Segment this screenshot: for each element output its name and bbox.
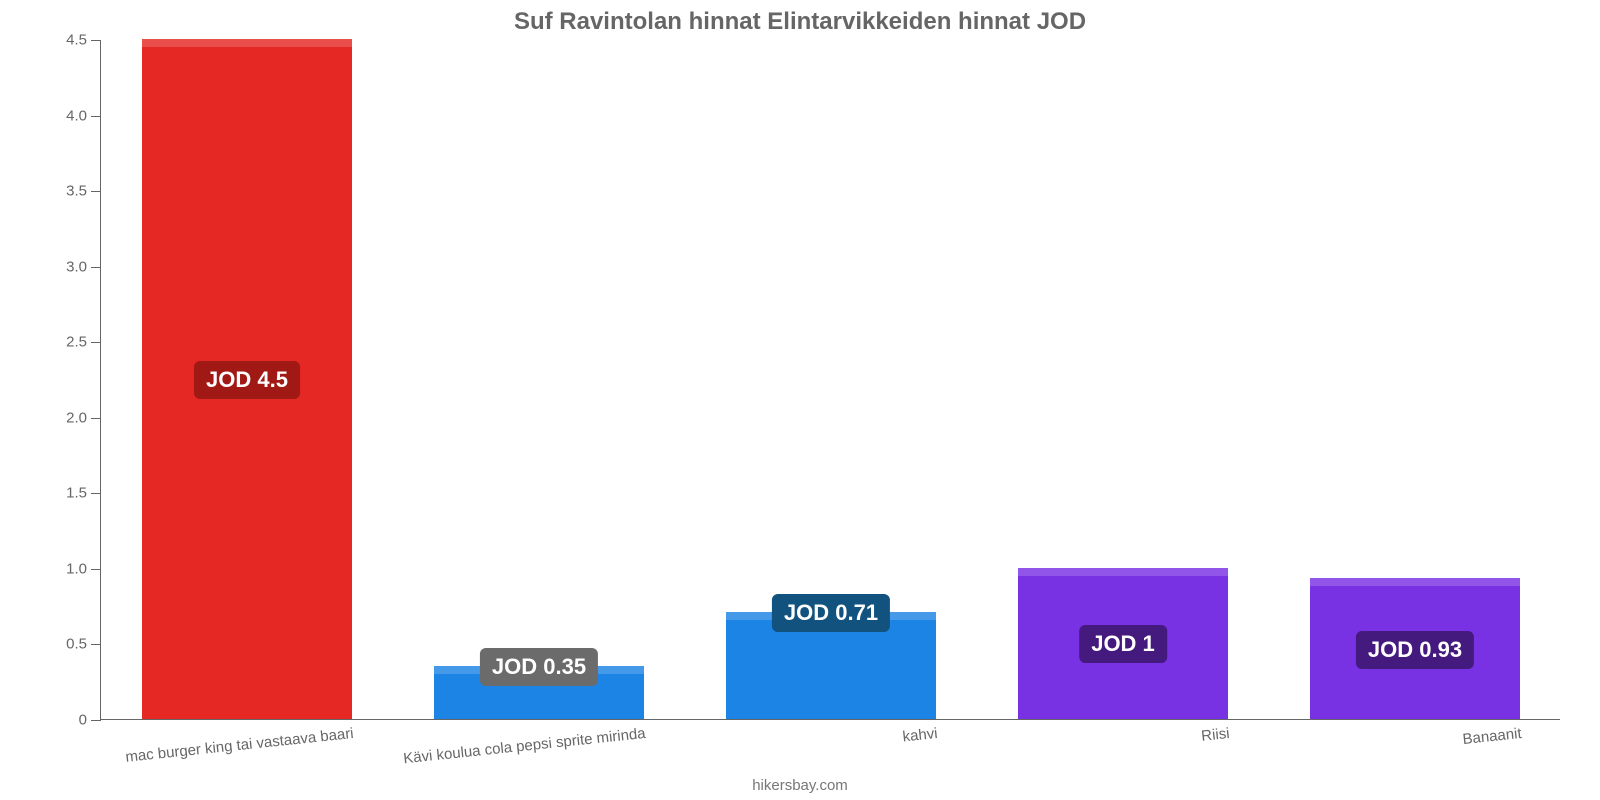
chart-title: Suf Ravintolan hinnat Elintarvikkeiden h… (0, 8, 1600, 36)
y-tick-label: 4.5 (66, 32, 101, 49)
x-axis-label: Banaanit (1222, 725, 1522, 773)
y-tick-label: 3.5 (66, 183, 101, 200)
y-tick-label: 2.0 (66, 409, 101, 426)
y-tick-label: 4.0 (66, 107, 101, 124)
x-axis-label: kahvi (638, 725, 938, 773)
chart-attribution: hikersbay.com (0, 777, 1600, 794)
x-axis-label: mac burger king tai vastaava baari (54, 725, 354, 773)
y-tick-label: 1.0 (66, 560, 101, 577)
y-tick-label: 1.5 (66, 485, 101, 502)
y-tick-label: 0 (79, 712, 101, 729)
bar-highlight (1018, 568, 1228, 576)
x-axis-label: Kävi koulua cola pepsi sprite mirinda (346, 725, 646, 773)
plot-area: 00.51.01.52.02.53.03.54.04.5JOD 4.5mac b… (100, 40, 1560, 720)
bar-value-badge: JOD 0.35 (480, 648, 598, 686)
price-bar-chart: Suf Ravintolan hinnat Elintarvikkeiden h… (0, 0, 1600, 800)
bar-value-badge: JOD 0.71 (772, 594, 890, 632)
bar-value-badge: JOD 1 (1079, 625, 1167, 663)
bar-value-badge: JOD 4.5 (194, 361, 300, 399)
x-axis-label: Riisi (930, 725, 1230, 773)
y-tick-label: 2.5 (66, 334, 101, 351)
bar-highlight (1310, 578, 1520, 586)
bar-value-badge: JOD 0.93 (1356, 631, 1474, 669)
y-tick-label: 3.0 (66, 258, 101, 275)
y-tick-label: 0.5 (66, 636, 101, 653)
bar-highlight (142, 39, 352, 47)
